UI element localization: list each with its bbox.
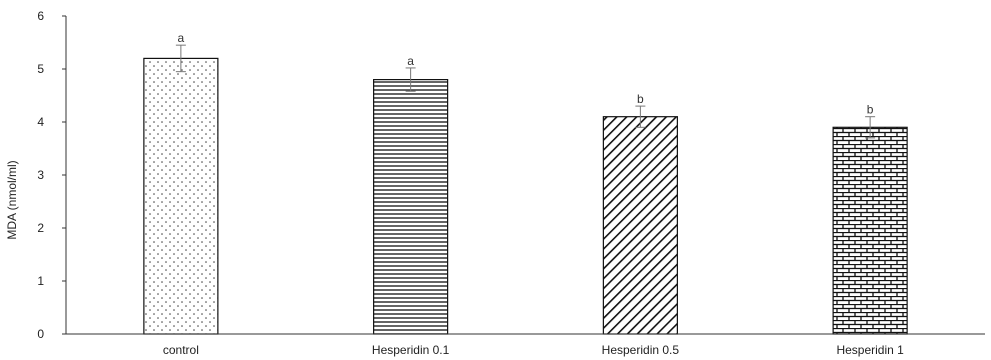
y-axis-label: MDA (nmol/ml) <box>5 160 19 239</box>
bar-0 <box>143 57 219 335</box>
x-category-label-2: Hesperidin 0.5 <box>602 343 680 357</box>
y-tick-label: 2 <box>37 221 44 235</box>
bar-3 <box>832 126 908 335</box>
significance-letter-2: b <box>637 92 644 106</box>
significance-letter-1: a <box>407 54 414 68</box>
significance-letter-3: b <box>867 103 874 117</box>
x-axis-labels: control Hesperidin 0.1 Hesperidin 0.5 Hespe… <box>163 343 904 357</box>
x-category-label-3: Hesperidin 1 <box>836 343 904 357</box>
x-category-label-1: Hesperidin 0.1 <box>372 343 450 357</box>
bar-1 <box>373 78 449 335</box>
y-tick-label: 4 <box>37 115 44 129</box>
significance-letter-0: a <box>178 31 185 45</box>
y-axis-ticks: 0 1 2 3 4 5 6 <box>37 9 66 341</box>
y-tick-label: 1 <box>37 274 44 288</box>
y-tick-label: 5 <box>37 62 44 76</box>
x-category-label-0: control <box>163 343 199 357</box>
y-tick-label: 0 <box>37 327 44 341</box>
bar-2 <box>602 116 678 335</box>
y-tick-label: 3 <box>37 168 44 182</box>
bars-group: a a b b <box>143 31 908 335</box>
y-tick-label: 6 <box>37 9 44 23</box>
